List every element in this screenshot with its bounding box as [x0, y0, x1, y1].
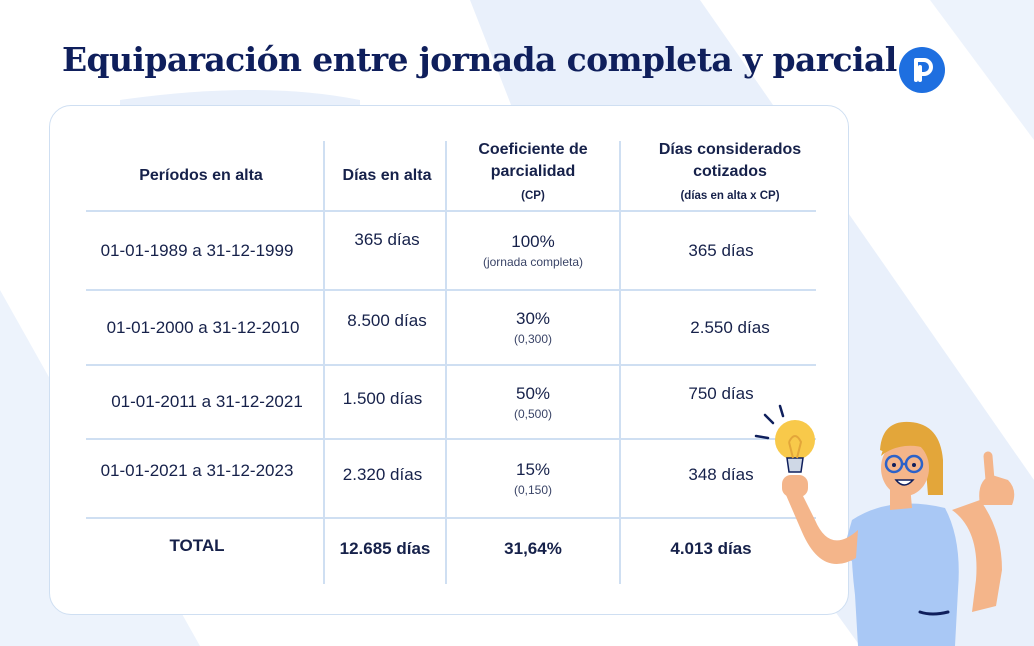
- column-divider: [619, 141, 621, 584]
- total-days: 12.685 días: [339, 539, 431, 558]
- table-cell-days: 2.320 días: [342, 465, 423, 484]
- total-considered: 4.013 días: [670, 539, 752, 558]
- total-label: TOTAL: [169, 536, 225, 555]
- table-cell-considered: 348 días: [688, 465, 754, 484]
- header-days: Días en alta: [339, 141, 435, 210]
- column-divider: [323, 141, 325, 584]
- table-cell-period: 01-01-2000 a 31-12-2010: [106, 317, 300, 337]
- brand-logo: [899, 47, 945, 93]
- woman-with-lightbulb-icon: [754, 404, 1015, 646]
- page-title: Equiparación entre jornada completa y pa…: [62, 40, 897, 79]
- table-cell-considered: 2.550 días: [690, 317, 770, 337]
- table-cell-days: 8.500 días: [347, 311, 427, 330]
- coefficient-note: (0,300): [513, 332, 553, 346]
- coefficient-value: 100%: [511, 232, 555, 251]
- coefficient-note: (0,150): [513, 483, 553, 497]
- table-cell-period: 01-01-2011 a 31-12-2021: [111, 392, 303, 411]
- row-divider: [86, 364, 816, 366]
- coefficient-value: 15%: [515, 460, 551, 479]
- row-divider: [86, 517, 816, 519]
- table-cell-considered: 750 días: [688, 384, 754, 403]
- table-cell-period: 01-01-1989 a 31-12-1999: [100, 240, 294, 260]
- comparison-table: Períodos en alta Días en alta Coeficient…: [49, 105, 849, 615]
- header-considered-label: Días considerados cotizados: [658, 141, 802, 180]
- table-cell-days: 1.500 días: [342, 389, 423, 408]
- table-cell-period: 01-01-2021 a 31-12-2023: [100, 461, 294, 480]
- table-cell-days: 365 días: [354, 230, 420, 249]
- header-considered-sub: (días en alta x CP): [680, 190, 780, 202]
- header-periods-label: Períodos en alta: [139, 166, 263, 184]
- coefficient-value: 30%: [515, 309, 551, 328]
- p-logo-icon: [914, 58, 933, 82]
- column-divider: [445, 141, 447, 584]
- table-cell-coefficient: 30% (0,300): [447, 291, 619, 364]
- header-coefficient-label: Coeficiente de parcialidad: [478, 141, 588, 180]
- row-divider: [86, 438, 816, 440]
- header-days-label: Días en alta: [342, 166, 432, 184]
- coefficient-note: (0,500): [513, 406, 553, 421]
- table-cell-coefficient: 100% (jornada completa): [447, 212, 619, 289]
- row-divider: [86, 210, 816, 212]
- row-divider: [86, 289, 816, 291]
- table-cell-considered: 365 días: [688, 240, 754, 260]
- coefficient-note: (jornada completa): [482, 255, 584, 269]
- total-coefficient: 31,64%: [504, 539, 562, 558]
- header-coefficient: Coeficiente de parcialidad (CP): [455, 136, 611, 210]
- header-considered: Días considerados cotizados (días en alt…: [635, 136, 825, 210]
- table-cell-coefficient: 15% (0,150): [447, 440, 619, 517]
- header-periods: Períodos en alta: [86, 141, 316, 210]
- coefficient-value: 50%: [515, 383, 551, 403]
- header-coefficient-sub: (CP): [521, 190, 545, 202]
- table-cell-coefficient: 50% (0,500): [447, 366, 619, 438]
